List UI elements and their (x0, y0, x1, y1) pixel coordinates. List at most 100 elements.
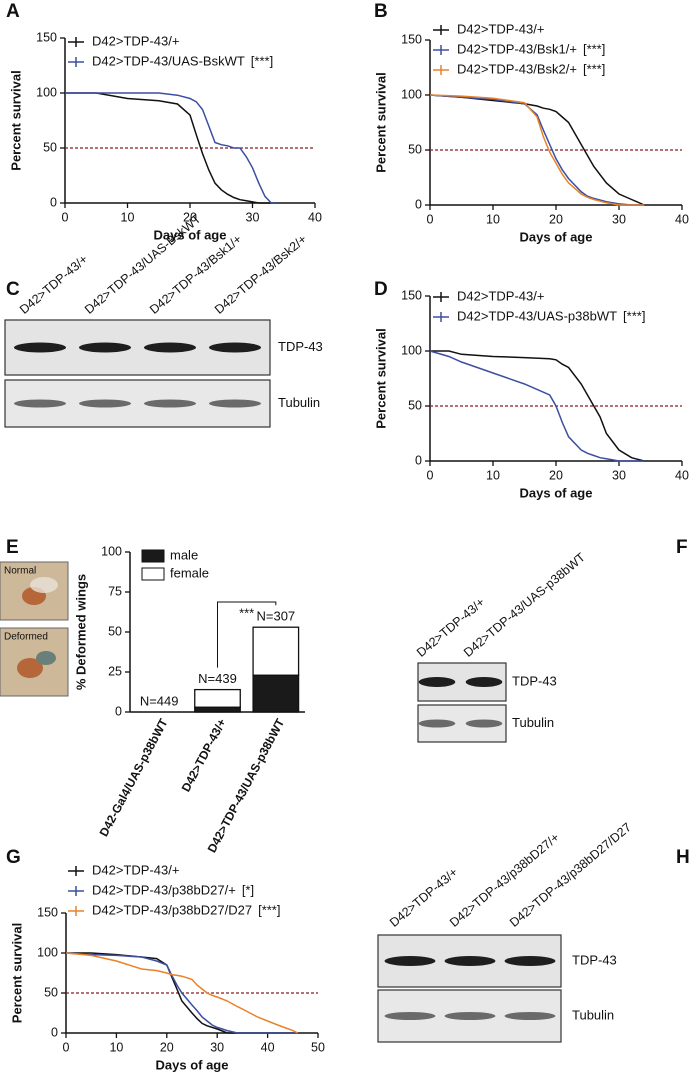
y-tick-label: 0 (115, 704, 122, 718)
legend-label: D42>TDP-43/+ (92, 33, 179, 48)
x-axis-label: Days of age (520, 229, 593, 244)
bar-segment (194, 688, 241, 708)
y-tick-label: 0 (415, 453, 422, 467)
y-tick-label: 150 (401, 32, 422, 46)
blot-band (504, 1012, 556, 1020)
panel-letter: D (374, 279, 388, 300)
legend-label: D42>TDP-43/+ (457, 21, 544, 36)
legend-swatch (141, 549, 165, 563)
significance-label: [***] (583, 61, 605, 76)
x-tick-label: 10 (121, 210, 135, 224)
lane-label: D42>TDP-43/p38bD27/D27 (507, 820, 634, 930)
blot-row-label: Tubulin (278, 395, 320, 410)
y-tick-label: 50 (44, 985, 58, 999)
legend-label: D42>TDP-43/Bsk1/+ (457, 41, 577, 56)
x-tick-label: 30 (612, 468, 626, 482)
y-tick-label: 50 (408, 142, 422, 156)
y-tick-label: 100 (401, 343, 422, 357)
x-tick-label: 20 (183, 210, 197, 224)
y-tick-label: 0 (51, 1025, 58, 1039)
blot-band (418, 719, 456, 728)
y-tick-label: 0 (50, 195, 57, 209)
y-axis-label: Percent survival (373, 328, 388, 428)
survival-curve (429, 94, 645, 206)
wing (36, 651, 56, 665)
panel-letter: F (676, 537, 688, 558)
blot-band (444, 956, 496, 966)
x-tick-label: 20 (160, 1040, 174, 1054)
x-axis-label: Days of age (520, 485, 593, 500)
wing (30, 577, 58, 593)
blot-band (144, 342, 196, 353)
significance-label: [***] (258, 902, 280, 917)
x-tick-label: 30 (210, 1040, 224, 1054)
legend-label: female (170, 565, 209, 580)
panel-letter: E (6, 537, 19, 558)
y-tick-label: 25 (108, 664, 122, 678)
y-tick-label: 50 (408, 398, 422, 412)
blot-band (79, 399, 131, 408)
panel-letter: H (676, 847, 690, 868)
y-tick-label: 75 (108, 584, 122, 598)
survival-curve (429, 350, 645, 462)
x-tick-label: D42-Gal4/UAS-p38bWT (97, 716, 171, 839)
blot-row-label: TDP-43 (512, 673, 557, 688)
survival-curve (65, 92, 278, 204)
blot-row-label: Tubulin (512, 715, 554, 730)
x-tick-label: 0 (63, 1040, 70, 1054)
y-axis-label: Percent survival (8, 70, 23, 170)
blot-band (79, 342, 131, 353)
legend-label: D42>TDP-43/p38bD27/D27 (92, 902, 252, 917)
panel-letter: A (6, 1, 20, 22)
photo-label: Deformed (4, 632, 48, 643)
x-tick-label: 40 (675, 212, 689, 226)
blot-band (384, 956, 436, 966)
x-tick-label: 30 (246, 210, 260, 224)
x-tick-label: 10 (109, 1040, 123, 1054)
x-tick-label: 20 (549, 212, 563, 226)
significance-label: [***] (623, 308, 645, 323)
y-tick-label: 50 (108, 624, 122, 638)
lane-label: D42>TDP-43/+ (17, 252, 90, 317)
blot-band (444, 1012, 496, 1020)
legend-label: D42>TDP-43/+ (92, 862, 179, 877)
legend-label: D42>TDP-43/+ (457, 288, 544, 303)
panel-letter: C (6, 279, 20, 300)
y-tick-label: 100 (401, 87, 422, 101)
y-axis-label: Percent survival (373, 72, 388, 172)
y-tick-label: 50 (43, 140, 57, 154)
lane-label: D42>TDP-43/UAS-BskWT (82, 211, 204, 316)
legend-label: D42>TDP-43/p38bD27/+ (92, 882, 236, 897)
bar-segment (194, 706, 241, 713)
bar-annotation: N=307 (256, 609, 295, 624)
y-axis-label: Percent survival (9, 923, 24, 1023)
x-axis-label: Days of age (156, 1057, 229, 1072)
lane-label: D42>TDP-43/p38bD27/+ (447, 830, 562, 930)
blot-row-label: Tubulin (572, 1007, 614, 1022)
y-tick-label: 150 (37, 905, 58, 919)
blot-band (209, 342, 261, 353)
blot-row-label: TDP-43 (278, 339, 323, 354)
x-tick-label: 10 (486, 468, 500, 482)
legend-label: D42>TDP-43/UAS-p38bWT (457, 308, 617, 323)
survival-curve (65, 952, 298, 1034)
legend-label: D42>TDP-43/UAS-BskWT (92, 53, 245, 68)
blot-band (418, 677, 456, 687)
significance-label: [***] (251, 53, 273, 68)
blot-band (384, 1012, 436, 1020)
panel-letter: G (6, 847, 21, 868)
survival-curve (65, 92, 278, 204)
y-axis-label: % Deformed wings (73, 574, 88, 690)
x-tick-label: D42>TDP-43/+ (179, 716, 229, 794)
legend-label: D42>TDP-43/Bsk2/+ (457, 61, 577, 76)
y-tick-label: 150 (401, 288, 422, 302)
x-tick-label: 10 (486, 212, 500, 226)
blot-band (465, 677, 503, 687)
survival-curve (65, 952, 299, 1034)
x-tick-label: 40 (675, 468, 689, 482)
x-tick-label: 0 (62, 210, 69, 224)
bar-annotation: N=439 (198, 671, 237, 686)
x-tick-label: 30 (612, 212, 626, 226)
survival-curve (429, 94, 645, 206)
